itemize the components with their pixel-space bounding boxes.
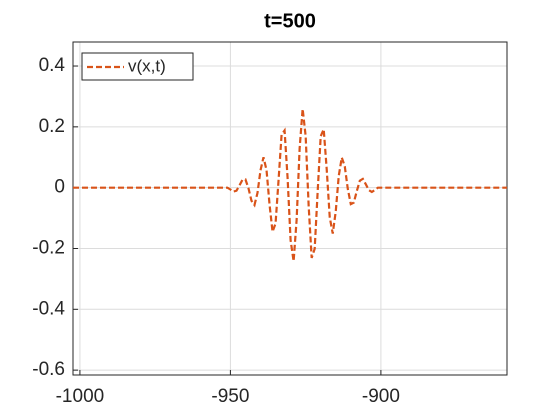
y-tick-label: 0.4 [39,55,66,76]
y-tick-label: 0.2 [39,116,65,137]
x-tick-label: -1000 [56,386,105,407]
y-tick-label: -0.6 [32,359,65,380]
legend-label: v(x,t) [128,56,166,75]
axes-box [72,41,508,376]
legend-box [81,52,194,81]
x-tick-label: -950 [211,386,249,407]
y-tick-label: -0.4 [32,298,65,319]
chart-title: t=500 [264,10,316,32]
x-tick-label: -900 [362,386,400,407]
y-tick-label: -0.2 [32,238,65,259]
data-line [73,108,507,262]
y-tick-label: 0 [54,177,65,198]
